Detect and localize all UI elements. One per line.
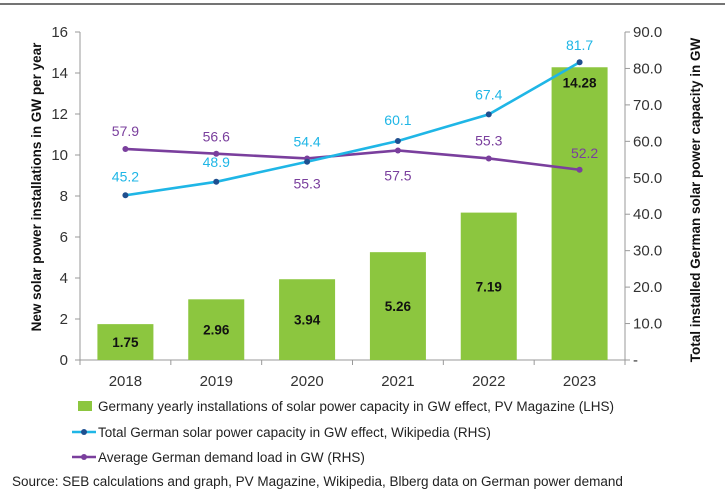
legend-capacity-marker xyxy=(81,429,87,435)
demand-label: 55.3 xyxy=(475,132,502,148)
series-line xyxy=(125,147,580,172)
capacity-label: 45.2 xyxy=(112,168,139,184)
bar xyxy=(188,299,245,360)
capacity-label: 60.1 xyxy=(384,112,411,128)
x-tick-label: 2018 xyxy=(109,373,142,390)
bar-label: 2.96 xyxy=(203,323,230,338)
x-tick-label: 2022 xyxy=(472,373,505,390)
left-tick-label: 6 xyxy=(60,229,68,246)
bar xyxy=(369,252,426,360)
bar-label: 7.19 xyxy=(476,279,502,294)
legend-bar-swatch xyxy=(78,401,92,411)
source-note: Source: SEB calculations and graph, PV M… xyxy=(12,474,623,489)
left-tick-label: 4 xyxy=(60,270,68,287)
series-point xyxy=(485,155,492,162)
right-tick-label: 30.0 xyxy=(633,243,662,260)
capacity-label: 48.9 xyxy=(203,154,230,170)
series-point xyxy=(576,59,583,66)
series-point xyxy=(213,150,220,157)
legend: Germany yearly installations of solar po… xyxy=(72,399,614,465)
right-tick-label: 60.0 xyxy=(633,133,662,150)
capacity-label: 54.4 xyxy=(293,134,320,150)
left-tick-label: 12 xyxy=(51,106,68,123)
series-point xyxy=(394,137,401,144)
bar-label: 3.94 xyxy=(294,313,321,328)
demand-label: 57.5 xyxy=(384,167,411,183)
right-tick-label: 90.0 xyxy=(633,24,662,41)
legend-demand-label: Average German demand load in GW (RHS) xyxy=(98,450,365,465)
capacity-label: 81.7 xyxy=(566,37,593,53)
left-tick-label: 0 xyxy=(60,352,68,369)
bar xyxy=(551,67,608,360)
x-tick-label: 2021 xyxy=(381,373,414,390)
right-tick-label: 20.0 xyxy=(633,279,662,296)
left-axis-title: New solar power installations in GW per … xyxy=(29,42,44,332)
series-point xyxy=(122,145,129,152)
plot-area: 0 2 4 6 8 10 12 14 16 - 10.0 20.0 30.0 40.0 50.0 60.0 70… xyxy=(51,24,662,390)
left-tick-label: 2 xyxy=(60,311,68,328)
demand-label: 56.6 xyxy=(203,129,230,145)
legend-capacity-label: Total German solar power capacity in GW … xyxy=(98,425,491,440)
right-tick-label: 50.0 xyxy=(633,170,662,187)
legend-bar-label: Germany yearly installations of solar po… xyxy=(98,399,614,414)
series-point xyxy=(485,111,492,118)
x-tick-label: 2020 xyxy=(290,373,323,390)
demand-label: 57.9 xyxy=(112,123,139,139)
capacity-label: 67.4 xyxy=(475,86,502,102)
left-tick-label: 8 xyxy=(60,188,68,205)
right-tick-label: 10.0 xyxy=(633,316,662,333)
left-tick-label: 14 xyxy=(51,65,68,82)
series-point xyxy=(576,166,583,173)
right-tick-label: 40.0 xyxy=(633,206,662,223)
bar-label: 5.26 xyxy=(385,299,412,314)
right-tick-label: 70.0 xyxy=(633,97,662,114)
left-tick-label: 16 xyxy=(51,24,68,41)
series-point xyxy=(122,192,129,199)
demand-label: 52.2 xyxy=(571,145,598,161)
legend-demand-marker xyxy=(81,454,87,460)
demand-label: 55.3 xyxy=(293,175,320,191)
right-tick-label: 80.0 xyxy=(633,60,662,77)
right-tick-label: - xyxy=(633,352,638,369)
bar xyxy=(97,324,154,360)
series-line xyxy=(125,61,581,197)
series-point xyxy=(213,178,220,185)
series-point xyxy=(394,147,401,154)
bar xyxy=(279,279,336,360)
bar-label: 14.28 xyxy=(563,75,597,90)
bar xyxy=(460,212,517,360)
right-axis-title: Total installed German solar power capac… xyxy=(688,37,703,362)
x-tick-label: 2019 xyxy=(200,373,233,390)
left-tick-label: 10 xyxy=(51,147,68,164)
series-point xyxy=(304,158,311,165)
bar-label: 1.75 xyxy=(112,335,139,350)
x-tick-label: 2023 xyxy=(563,373,596,390)
